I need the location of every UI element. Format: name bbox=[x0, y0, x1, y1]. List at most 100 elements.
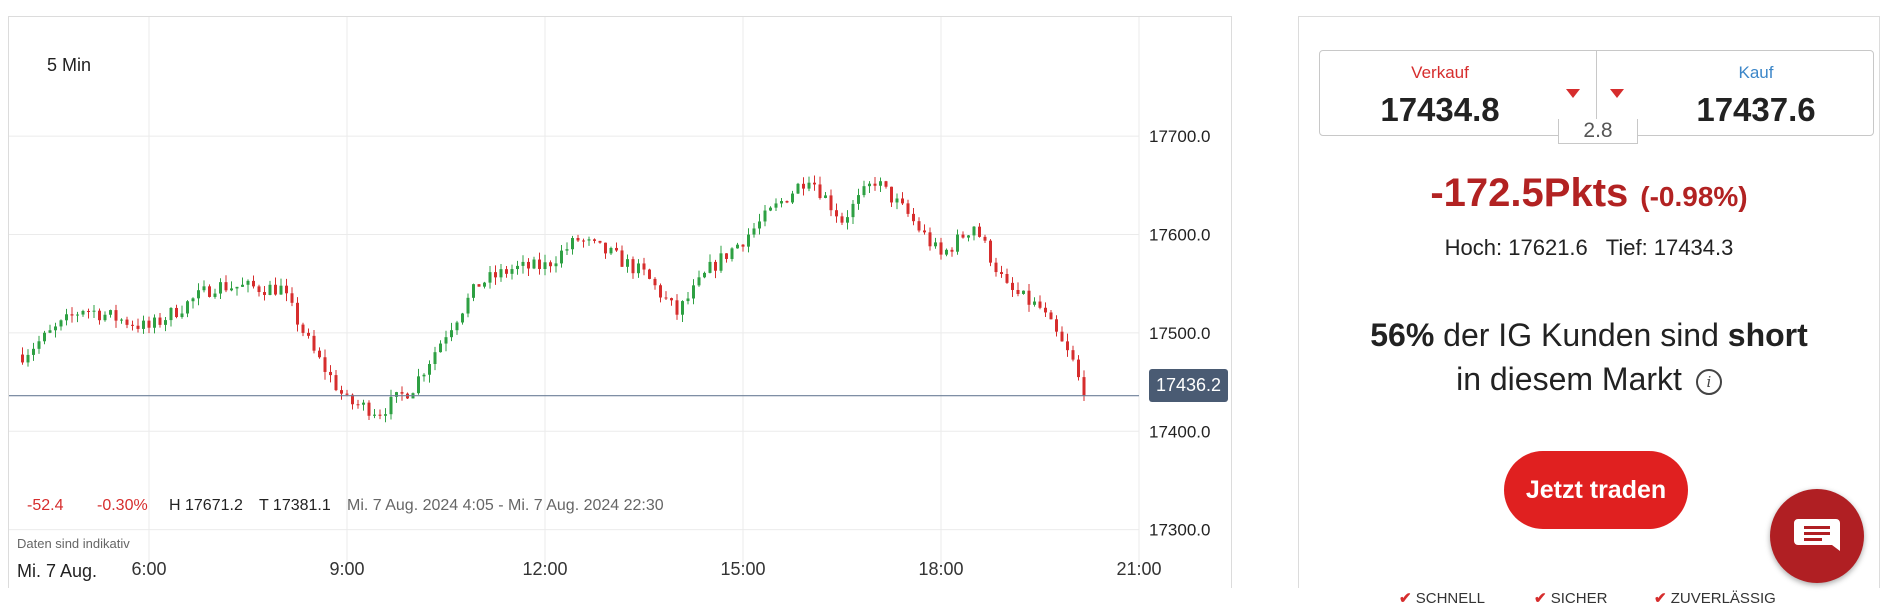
candle-body bbox=[565, 249, 569, 251]
trade-now-button[interactable]: Jetzt traden bbox=[1504, 451, 1688, 529]
deal-ticket: Verkauf 17434.8 Kauf 17437.6 2.8 bbox=[1319, 50, 1874, 144]
feature-item: ✔ SCHNELL bbox=[1399, 589, 1485, 607]
candle-body bbox=[417, 376, 420, 394]
x-tick-label: 9:00 bbox=[329, 559, 364, 579]
candle-body bbox=[774, 203, 778, 208]
candle-body bbox=[1000, 272, 1003, 274]
date-label: Mi. 7 Aug. bbox=[17, 561, 98, 581]
candle-body bbox=[384, 414, 387, 416]
candle-body bbox=[180, 313, 184, 318]
candle-body bbox=[906, 203, 910, 214]
candle-body bbox=[263, 292, 266, 295]
last-price-badge: 17436.2 bbox=[1149, 369, 1228, 402]
timeframe-selector[interactable]: 5 Min bbox=[47, 55, 92, 75]
candle-body bbox=[329, 371, 332, 376]
price-chart[interactable]: 17700.0 17600.0 17500.0 17400.0 17300.0 6:00 9… bbox=[9, 17, 1231, 588]
sell-down-arrow-icon bbox=[1566, 89, 1580, 98]
candle-body bbox=[21, 354, 24, 363]
candle-body bbox=[307, 332, 310, 336]
y-tick-label: 17500.0 bbox=[1149, 324, 1210, 343]
candle-body bbox=[400, 392, 404, 394]
candle-body bbox=[1044, 307, 1047, 313]
candle-body bbox=[560, 250, 563, 264]
candle-body bbox=[840, 216, 844, 223]
x-tick-label: 18:00 bbox=[918, 559, 963, 579]
candle-body bbox=[164, 320, 167, 325]
candle-body bbox=[818, 184, 822, 198]
candle-body bbox=[1082, 377, 1086, 396]
candle-body bbox=[219, 282, 222, 294]
candle-body bbox=[158, 317, 162, 325]
stat-low: T 17381.1 bbox=[259, 497, 331, 514]
candle-body bbox=[76, 314, 79, 316]
candle-body bbox=[131, 324, 134, 326]
candle-body bbox=[626, 259, 629, 267]
check-icon: ✔ bbox=[1534, 590, 1547, 607]
sentiment-direction: short bbox=[1727, 317, 1808, 353]
candle-body bbox=[142, 320, 145, 329]
candle-body bbox=[1049, 312, 1053, 320]
candle-body bbox=[532, 259, 536, 269]
candle-body bbox=[659, 285, 662, 298]
candle-body bbox=[543, 262, 547, 269]
candle-body bbox=[593, 239, 596, 241]
candle-body bbox=[224, 282, 228, 291]
candle-body bbox=[604, 242, 607, 254]
candle-body bbox=[268, 284, 272, 295]
candle-body bbox=[862, 186, 866, 196]
chat-button[interactable] bbox=[1770, 489, 1864, 583]
candle-body bbox=[961, 234, 965, 238]
candle-body bbox=[829, 195, 833, 211]
candle-body bbox=[807, 182, 811, 189]
candle-body bbox=[697, 277, 701, 286]
candle-body bbox=[620, 250, 624, 267]
candle-body bbox=[1066, 341, 1069, 351]
candle-body bbox=[1027, 290, 1031, 305]
candle-body bbox=[912, 213, 915, 222]
high-low: Hoch: 17621.6 Tief: 17434.3 bbox=[1444, 235, 1734, 260]
candle-body bbox=[1011, 282, 1014, 290]
candle-body bbox=[785, 201, 789, 203]
y-tick-label: 17600.0 bbox=[1149, 226, 1210, 245]
candle-body bbox=[582, 240, 585, 242]
candle-body bbox=[983, 236, 987, 241]
x-tick-label: 12:00 bbox=[522, 559, 567, 579]
candle-body bbox=[103, 314, 107, 321]
candle-body bbox=[890, 186, 893, 203]
candle-body bbox=[362, 402, 365, 405]
candle-body bbox=[340, 390, 343, 394]
candle-body bbox=[571, 238, 574, 250]
info-icon[interactable]: i bbox=[1695, 368, 1722, 395]
candle-body bbox=[670, 298, 673, 301]
candle-body bbox=[153, 317, 156, 328]
candle-body bbox=[59, 320, 63, 327]
buy-price[interactable]: 17437.6 bbox=[1696, 91, 1816, 128]
y-tick-label: 17400.0 bbox=[1149, 422, 1210, 441]
chart-panel[interactable]: 5 Min 17700.0 17600.0 17500.0 17400.0 17300.… bbox=[8, 16, 1232, 588]
sell-price[interactable]: 17434.8 bbox=[1380, 91, 1500, 128]
candle-body bbox=[725, 253, 728, 259]
candle-body bbox=[367, 402, 371, 416]
candle-body bbox=[879, 181, 882, 186]
candle-body bbox=[510, 269, 514, 274]
candle-body bbox=[895, 198, 899, 203]
candle-body bbox=[516, 265, 519, 270]
candle-body bbox=[109, 310, 112, 315]
deal-divider bbox=[1596, 51, 1597, 135]
candle-body bbox=[65, 314, 68, 321]
candle-body bbox=[901, 198, 904, 204]
candle-body bbox=[714, 261, 717, 271]
candle-body bbox=[439, 343, 442, 353]
sentiment-line-2: in diesem Markt i bbox=[1299, 361, 1879, 398]
candle-body bbox=[208, 286, 211, 297]
candle-body bbox=[928, 232, 932, 247]
feature-item: ✔ SICHER bbox=[1534, 589, 1607, 607]
candle-body bbox=[730, 248, 734, 259]
candle-body bbox=[54, 326, 57, 331]
candle-body bbox=[274, 284, 277, 295]
candle-body bbox=[972, 226, 976, 236]
stat-range: Mi. 7 Aug. 2024 4:05 - Mi. 7 Aug. 2024 2… bbox=[347, 497, 664, 514]
candle-body bbox=[81, 310, 85, 315]
candle-body bbox=[736, 244, 739, 249]
candle-body bbox=[175, 307, 178, 318]
